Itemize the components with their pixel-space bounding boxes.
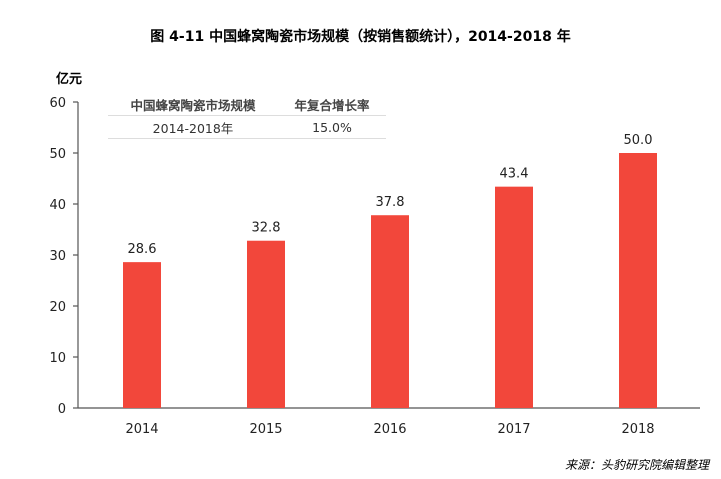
- cagr-table-row: 2014-2018年 15.0%: [108, 116, 386, 139]
- bar-2015: [247, 240, 285, 408]
- y-tick-label: 50: [49, 147, 66, 162]
- y-tick-label: 0: [58, 402, 66, 417]
- x-tick-label: 2014: [125, 422, 158, 437]
- x-tick-label: 2017: [497, 422, 530, 437]
- header-cagr: 年复合增长率: [294, 97, 370, 113]
- y-axis-unit: 亿元: [56, 72, 83, 87]
- x-tick-label: 2015: [249, 422, 282, 437]
- header-market-size: 中国蜂窝陶瓷市场规模: [130, 97, 256, 113]
- y-tick-label: 10: [49, 351, 66, 366]
- chart-title: 图 4-11 中国蜂窝陶瓷市场规模（按销售额统计），2014-2018 年: [150, 29, 571, 45]
- y-tick-label: 40: [49, 198, 66, 213]
- bar-2016: [371, 215, 409, 408]
- data-label-2016: 37.8: [376, 195, 405, 210]
- bar-2014: [123, 262, 161, 408]
- y-tick-label: 60: [49, 96, 66, 111]
- data-label-2014: 28.6: [128, 242, 157, 257]
- cell-cagr: 15.0%: [312, 119, 352, 135]
- y-tick-label: 30: [49, 249, 66, 264]
- bar-2017: [495, 186, 533, 408]
- cagr-table: 中国蜂窝陶瓷市场规模 年复合增长率 2014-2018年 15.0%: [108, 93, 386, 139]
- data-label-2017: 43.4: [500, 167, 529, 182]
- source-note: 来源：头豹研究院编辑整理: [564, 458, 709, 472]
- x-tick-label: 2018: [621, 422, 654, 437]
- bar-2018: [619, 153, 657, 408]
- y-tick-label: 20: [49, 300, 66, 315]
- cell-period: 2014-2018年: [152, 120, 234, 136]
- x-tick-label: 2016: [373, 422, 406, 437]
- cagr-table-header: 中国蜂窝陶瓷市场规模 年复合增长率: [108, 93, 386, 116]
- data-label-2018: 50.0: [624, 133, 653, 148]
- data-label-2015: 32.8: [252, 221, 281, 236]
